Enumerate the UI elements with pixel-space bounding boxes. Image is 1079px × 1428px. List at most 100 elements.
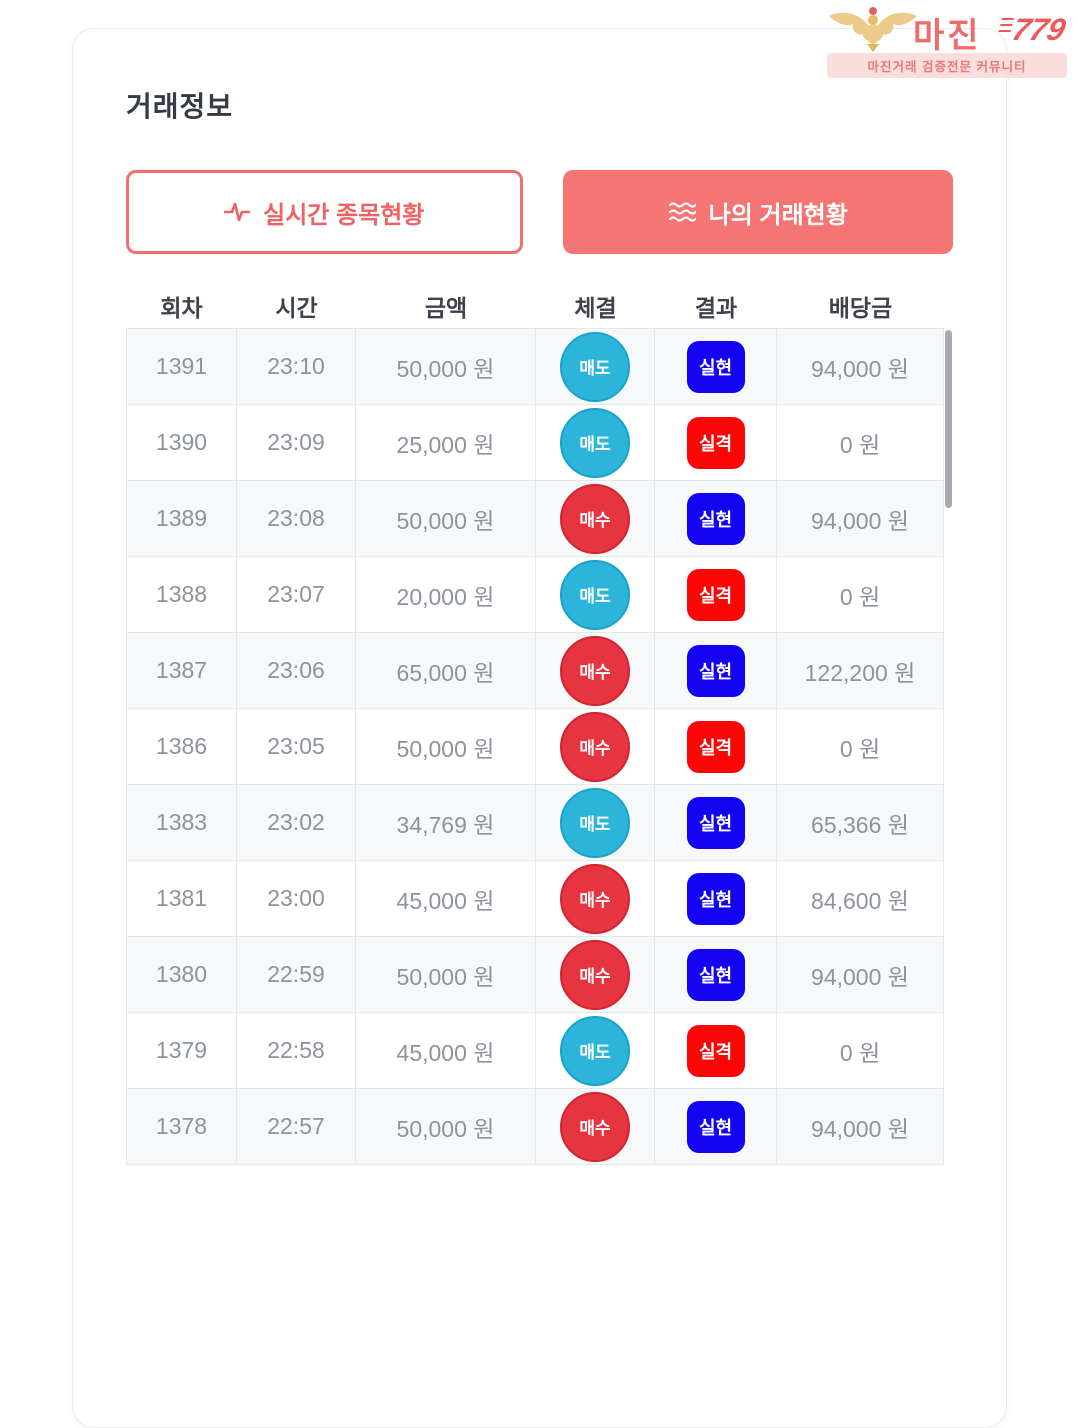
result-badge: 실현 <box>686 872 745 925</box>
time-cell: 23:00 <box>237 861 356 936</box>
execution-cell: 매도 <box>536 785 655 860</box>
round-cell: 1386 <box>127 709 237 784</box>
my-trades-label: 나의 거래현황 <box>708 201 848 229</box>
payout-cell: 0 원 <box>839 735 881 762</box>
result-cell: 실격 <box>655 709 777 784</box>
table-row: 1389 23:08 50,000 원 매수 실현 94,000 원 <box>127 481 943 557</box>
table-row: 1381 23:00 45,000 원 매수 실현 84,600 원 <box>127 861 943 937</box>
result-cell: 실현 <box>655 633 777 708</box>
amount-cell: 50,000 원 <box>356 709 536 784</box>
table-row: 1388 23:07 20,000 원 매도 실격 0 원 <box>127 557 943 633</box>
round-cell: 1388 <box>127 557 237 632</box>
round-cell: 1390 <box>127 405 237 480</box>
realtime-stocks-label: 실시간 종목현황 <box>263 201 425 229</box>
realtime-stocks-button[interactable]: 실시간 종목현황 <box>126 170 523 254</box>
payout-cell: 0 원 <box>839 1039 881 1066</box>
payout-cell: 94,000 원 <box>811 1115 909 1142</box>
execution-cell: 매도 <box>536 557 655 632</box>
amount-cell: 50,000 원 <box>356 937 536 1012</box>
round-cell: 1378 <box>127 1089 237 1164</box>
pulse-icon <box>224 202 251 222</box>
table-row: 1378 22:57 50,000 원 매수 실현 94,000 원 <box>127 1089 943 1165</box>
my-trades-button[interactable]: 나의 거래현황 <box>562 170 953 254</box>
execution-cell: 매도 <box>536 329 655 404</box>
amount-cell: 50,000 원 <box>356 481 536 556</box>
execution-cell: 매도 <box>536 405 655 480</box>
execution-cell: 매수 <box>536 709 655 784</box>
execution-badge: 매도 <box>560 559 630 630</box>
scrollbar-thumb[interactable] <box>945 330 952 508</box>
brand-suffix: 779 <box>1009 12 1070 47</box>
time-cell: 23:06 <box>237 633 356 708</box>
result-cell: 실현 <box>655 861 777 936</box>
payout-cell: 65,366 원 <box>811 811 909 838</box>
table-header: 회차 시간 금액 체결 결과 배당금 <box>126 288 944 324</box>
result-badge: 실현 <box>686 1100 745 1153</box>
table-row: 1390 23:09 25,000 원 매도 실격 0 원 <box>127 405 943 481</box>
time-cell: 23:07 <box>237 557 356 632</box>
round-cell: 1383 <box>127 785 237 860</box>
result-badge: 실격 <box>686 720 745 773</box>
trade-table: 1391 23:10 50,000 원 매도 실현 94,000 원 1390 … <box>126 328 952 1165</box>
table-row: 1380 22:59 50,000 원 매수 실현 94,000 원 <box>127 937 943 1013</box>
trade-table-body: 1391 23:10 50,000 원 매도 실현 94,000 원 1390 … <box>126 328 944 1165</box>
site-logo: 마진 779 마진거래 검증전문 커뮤니티 <box>827 4 1070 78</box>
execution-badge: 매도 <box>560 787 630 858</box>
time-cell: 23:10 <box>237 329 356 404</box>
execution-badge: 매도 <box>560 407 630 478</box>
result-badge: 실현 <box>686 492 745 545</box>
table-row: 1379 22:58 45,000 원 매도 실격 0 원 <box>127 1013 943 1089</box>
time-cell: 23:09 <box>237 405 356 480</box>
column-header: 결과 <box>694 295 738 321</box>
time-cell: 23:05 <box>237 709 356 784</box>
execution-cell: 매수 <box>536 481 655 556</box>
amount-cell: 50,000 원 <box>356 1089 536 1164</box>
action-buttons: 실시간 종목현황 나의 거래현황 <box>126 170 953 254</box>
result-badge: 실현 <box>686 644 745 697</box>
execution-cell: 매수 <box>536 1089 655 1164</box>
table-row: 1387 23:06 65,000 원 매수 실현 122,200 원 <box>127 633 943 709</box>
time-cell: 22:58 <box>237 1013 356 1088</box>
execution-cell: 매도 <box>536 1013 655 1088</box>
table-row: 1391 23:10 50,000 원 매도 실현 94,000 원 <box>127 329 943 405</box>
time-cell: 23:02 <box>237 785 356 860</box>
table-row: 1383 23:02 34,769 원 매도 실현 65,366 원 <box>127 785 943 861</box>
payout-cell: 94,000 원 <box>811 507 909 534</box>
result-badge: 실현 <box>686 340 745 393</box>
waves-icon <box>668 202 696 222</box>
round-cell: 1391 <box>127 329 237 404</box>
result-badge: 실격 <box>686 416 745 469</box>
execution-badge: 매수 <box>560 483 630 554</box>
result-cell: 실격 <box>655 405 777 480</box>
result-cell: 실현 <box>655 481 777 556</box>
round-cell: 1380 <box>127 937 237 1012</box>
result-cell: 실현 <box>655 329 777 404</box>
column-header: 체결 <box>574 295 617 321</box>
execution-badge: 매도 <box>560 1015 630 1086</box>
brand-tagline: 마진거래 검증전문 커뮤니티 <box>827 53 1067 78</box>
column-header: 회차 <box>160 295 203 321</box>
payout-cell: 94,000 원 <box>811 963 909 990</box>
result-badge: 실현 <box>686 796 745 849</box>
execution-badge: 매수 <box>560 939 630 1010</box>
execution-badge: 매수 <box>560 635 630 706</box>
execution-badge: 매도 <box>560 331 630 402</box>
result-cell: 실현 <box>655 937 777 1012</box>
execution-cell: 매수 <box>536 633 655 708</box>
result-cell: 실현 <box>655 785 777 860</box>
execution-badge: 매수 <box>560 1091 630 1162</box>
amount-cell: 65,000 원 <box>356 633 536 708</box>
amount-cell: 50,000 원 <box>356 329 536 404</box>
amount-cell: 25,000 원 <box>356 405 536 480</box>
result-badge: 실현 <box>686 948 745 1001</box>
execution-cell: 매수 <box>536 861 655 936</box>
result-badge: 실격 <box>686 1024 745 1077</box>
payout-cell: 0 원 <box>839 431 881 458</box>
round-cell: 1387 <box>127 633 237 708</box>
trade-info-card: 거래정보 실시간 종목현황 나의 거래현황 회차 시간 금액 체결 결과 배당금 1391… <box>72 28 1007 1428</box>
time-cell: 22:59 <box>237 937 356 1012</box>
column-header: 금액 <box>424 295 468 321</box>
column-header: 시간 <box>275 295 318 321</box>
round-cell: 1379 <box>127 1013 237 1088</box>
payout-cell: 84,600 원 <box>811 887 909 914</box>
